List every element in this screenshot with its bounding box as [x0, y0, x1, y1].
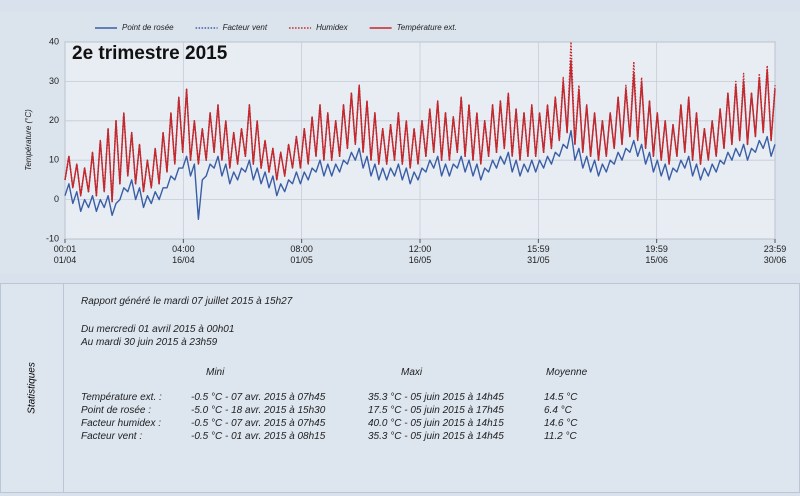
x-tick-label: 00:01 01/04: [53, 244, 77, 265]
stats-cell: 35.3 °C - 05 juin 2015 à 14h45: [368, 431, 504, 442]
stats-side: Statistiques: [1, 284, 64, 492]
x-tick-label: 23:59 30/06: [763, 244, 787, 265]
series-line: [64, 59, 776, 203]
stats-cell: Température ext. :: [81, 392, 162, 403]
stats-cell: 11.2 °C: [544, 431, 577, 442]
stats-cell: -0.5 °C - 01 avr. 2015 à 08h15: [191, 431, 326, 442]
stats-cell: 14.6 °C: [544, 418, 578, 429]
y-tick-label: 0: [54, 194, 59, 204]
legend-label: Température ext.: [397, 23, 457, 32]
chart-title: 2e trimestre 2015: [72, 43, 228, 64]
stats-panel: Statistiques Rapport généré le mardi 07 …: [0, 283, 800, 493]
y-tick-label: 10: [49, 155, 59, 165]
stats-cell: 35.3 °C - 05 juin 2015 à 14h45: [368, 392, 504, 403]
stats-cell: -0.5 °C - 07 avr. 2015 à 07h45: [191, 418, 326, 429]
stats-side-label: Statistiques: [26, 362, 38, 414]
y-tick-label: 40: [49, 36, 59, 46]
stats-cell: Facteur humidex :: [81, 418, 162, 429]
y-tick-label: 30: [49, 76, 59, 86]
series-line: [64, 129, 776, 220]
period-from: Du mercredi 01 avril 2015 à 00h01: [81, 324, 235, 335]
y-tick-label: 20: [49, 115, 59, 125]
stats-header: Mini: [206, 367, 225, 378]
stats-cell: Point de rosée :: [81, 405, 152, 416]
legend-label: Humidex: [316, 23, 349, 32]
chart: 2e trimestre 2015 Température (°C) -10 0 1…: [24, 23, 776, 244]
stats-cell: -5.0 °C - 18 avr. 2015 à 15h30: [191, 405, 326, 416]
stats-cell: Facteur vent :: [81, 431, 143, 442]
x-tick-label: 15:59 31/05: [527, 244, 550, 265]
stats-cell: 40.0 °C - 05 juin 2015 à 14h15: [368, 418, 504, 429]
y-axis-label: Température (°C): [24, 109, 33, 171]
stats-header: Maxi: [401, 367, 423, 378]
stats-header: Moyenne: [546, 367, 588, 378]
x-tick-label: 12:00 16/05: [408, 244, 432, 265]
legend-label: Point de rosée: [122, 23, 174, 32]
stats-cell: 14.5 °C: [544, 392, 578, 403]
legend-label: Facteur vent: [223, 23, 268, 32]
period-to: Au mardi 30 juin 2015 à 23h59: [81, 337, 218, 348]
y-tick-label: -10: [46, 233, 59, 243]
stats-cell: 17.5 °C - 05 juin 2015 à 17h45: [368, 405, 504, 416]
stats-cell: 6.4 °C: [544, 405, 572, 416]
generated: Rapport généré le mardi 07 juillet 2015 …: [81, 296, 293, 307]
x-tick-label: 04:00 16/04: [172, 244, 195, 265]
x-tick-label: 08:00 01/05: [290, 244, 313, 265]
stats-cell: -0.5 °C - 07 avr. 2015 à 07h45: [191, 392, 326, 403]
x-tick-label: 19:59 15/06: [645, 244, 668, 265]
